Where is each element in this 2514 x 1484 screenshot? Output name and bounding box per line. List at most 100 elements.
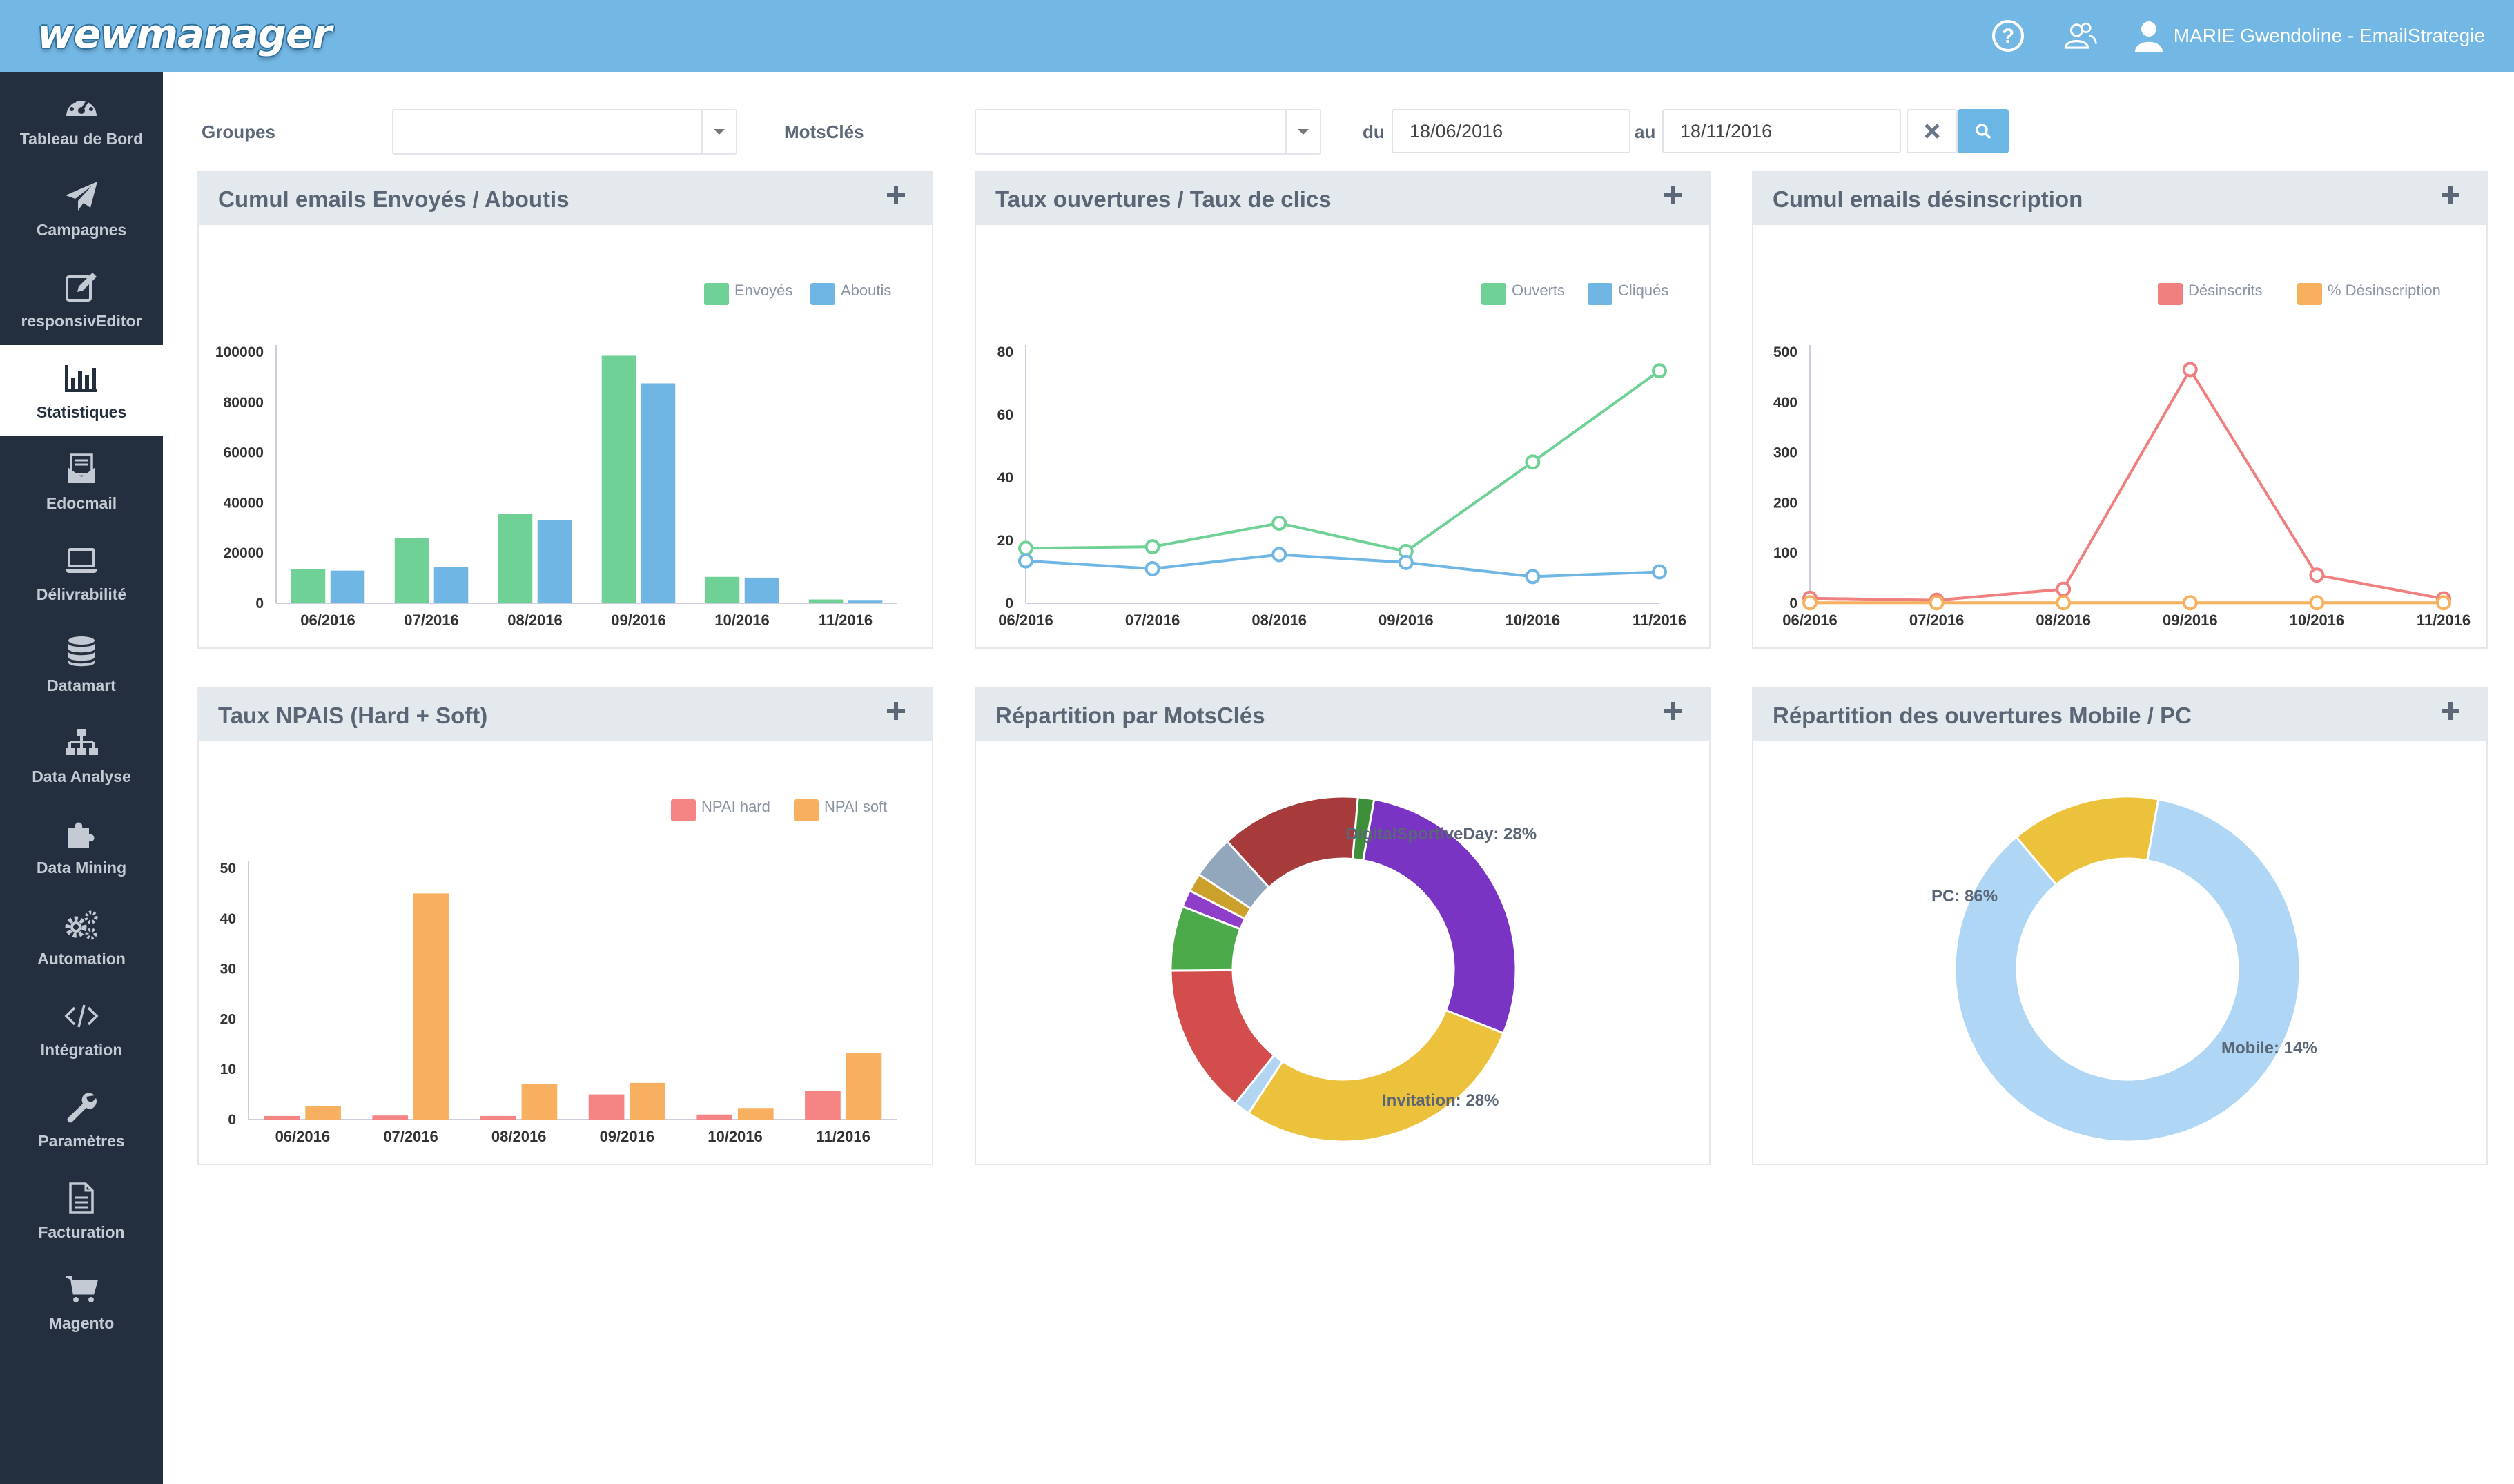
bar-aboutis	[330, 570, 365, 603]
motscles-select[interactable]	[975, 109, 1321, 155]
panel-header: Cumul emails Envoyés / Aboutis	[199, 173, 932, 225]
y-tick-label: 400	[1773, 395, 1797, 411]
legend-swatch-ouverts	[1481, 283, 1506, 305]
point-cliques	[1018, 553, 1033, 569]
sidebar-item-label: Facturation	[38, 1222, 125, 1241]
legend-label-envoyes: Envoyés	[734, 282, 792, 299]
legend-swatch-envoyes	[704, 283, 729, 305]
filters-bar: Groupes MotsClés du 18/06/2016 au 18/11/…	[163, 104, 2514, 159]
users-icon[interactable]	[2062, 18, 2098, 54]
donut-slice-0	[1361, 798, 1517, 1035]
y-tick-label: 50	[220, 861, 236, 877]
plus-icon[interactable]	[1662, 184, 1684, 206]
app-logo[interactable]: wewmanager	[37, 4, 332, 64]
bar-npai-soft	[305, 1106, 341, 1120]
x-tick-label: 06/2016	[300, 612, 355, 629]
x-tick-label: 10/2016	[2290, 612, 2345, 629]
panel-cumul-emails-envoyes: Cumul emails Envoyés / Aboutis Aboutis En…	[197, 171, 933, 649]
search-button[interactable]	[1958, 109, 2009, 153]
x-tick-label: 07/2016	[383, 1128, 438, 1145]
point-ouverts	[1525, 454, 1541, 470]
sidebar-item-statistiques[interactable]: Statistiques	[0, 345, 163, 436]
code-icon	[63, 998, 100, 1034]
sidebar-item-label: responsivEditor	[21, 311, 142, 330]
point-desinscrits	[2309, 567, 2325, 583]
sidebar-item-magento[interactable]: Magento	[0, 1256, 163, 1347]
sidebar-item-label: Data Mining	[36, 858, 127, 877]
panel-taux-ouvertures-clics: Taux ouvertures / Taux de clics Cliqués O…	[975, 171, 1711, 649]
sidebar-item-automation[interactable]: Automation	[0, 892, 163, 983]
legend-swatch-cliques	[1588, 283, 1612, 305]
bar-envoyes	[394, 538, 429, 603]
point-cliques	[1525, 569, 1541, 585]
sidebar-item-data-mining[interactable]: Data Mining	[0, 801, 163, 892]
x-tick-label: 09/2016	[1378, 612, 1434, 629]
plus-icon[interactable]	[2439, 184, 2462, 206]
y-tick-label: 20	[220, 1011, 236, 1027]
plus-icon[interactable]	[885, 184, 907, 206]
au-label: au	[1635, 121, 1656, 142]
date-to-input[interactable]: 18/11/2016	[1662, 109, 1901, 153]
legend-label-desinscription: % Désinscription	[2328, 282, 2441, 299]
groupes-select[interactable]	[392, 109, 737, 155]
y-tick-label: 20000	[224, 545, 264, 561]
panel-header: Cumul emails désinscription	[1753, 173, 2486, 225]
date-from-input[interactable]: 18/06/2016	[1392, 109, 1630, 153]
y-tick-label: 20	[997, 533, 1013, 549]
bar-envoyes	[705, 576, 740, 603]
panel-taux-npais: Taux NPAIS (Hard + Soft) NPAI soft NPAI h…	[197, 687, 933, 1165]
x-tick-label: 09/2016	[611, 612, 666, 629]
x-tick-label: 07/2016	[1909, 612, 1965, 629]
help-icon[interactable]: ?	[1990, 18, 2026, 54]
panel-repartition-motscles: Répartition par MotsClés DigitalSportive…	[975, 687, 1711, 1165]
chevron-down-icon[interactable]	[701, 110, 736, 153]
sidebar-item-integration[interactable]: Intégration	[0, 983, 163, 1074]
panel-title: Taux ouvertures / Taux de clics	[995, 186, 1332, 212]
sidebar-item-facturation[interactable]: Facturation	[0, 1165, 163, 1256]
legend-label-cliques: Cliqués	[1618, 282, 1668, 299]
plus-icon[interactable]	[885, 700, 907, 722]
plus-icon[interactable]	[2439, 700, 2462, 722]
panel-header: Taux NPAIS (Hard + Soft)	[199, 689, 932, 741]
panel-title: Cumul emails Envoyés / Aboutis	[218, 186, 569, 212]
x-tick-label: 08/2016	[2036, 612, 2091, 629]
x-tick-label: 08/2016	[491, 1128, 547, 1145]
y-tick-label: 0	[1789, 596, 1797, 612]
chart-area: PC: 86% Mobile: 14%	[1753, 741, 2486, 1165]
sidebar-item-responsiveditor[interactable]: responsivEditor	[0, 254, 163, 345]
point-desinscription	[2309, 595, 2325, 611]
panel-title: Taux NPAIS (Hard + Soft)	[218, 703, 488, 728]
point-cliques	[1144, 560, 1160, 576]
sidebar-item-campagnes[interactable]: Campagnes	[0, 163, 163, 254]
chevron-down-icon[interactable]	[1285, 110, 1320, 153]
sidebar-item-edocmail[interactable]: Edocmail	[0, 436, 163, 527]
bar-chart-envoyes-aboutis: Aboutis Envoyés 0 20000 40000 60000 80000 10000…	[215, 282, 897, 629]
clear-button[interactable]	[1907, 109, 1958, 153]
point-ouverts	[1652, 363, 1667, 379]
sidebar-item-label: Data Analyse	[32, 767, 131, 785]
chart-area: NPAI soft NPAI hard 0 10 20 30 40 50 06/2016 07/2…	[199, 741, 932, 1165]
user-menu[interactable]: MARIE Gwendoline - EmailStrategie	[2134, 19, 2485, 52]
x-tick-label: 10/2016	[708, 1128, 763, 1145]
x-tick-label: 11/2016	[1633, 612, 1686, 629]
bar-npai-soft	[413, 893, 449, 1120]
plus-icon[interactable]	[1662, 700, 1684, 722]
sidebar-item-data-analyse[interactable]: Data Analyse	[0, 710, 163, 801]
sidebar-item-tableau-de-bord[interactable]: Tableau de Bord	[0, 72, 163, 163]
donut-label-1: Mobile: 14%	[2221, 1039, 2317, 1057]
chart-area: DigitalSportiveDay: 28% Invitation: 28%	[976, 741, 1709, 1165]
point-desinscrits	[2182, 362, 2198, 378]
line-chart-ouvertures-clics: Cliqués Ouverts 0 20 40 60 80 06/2016 07/2016 08/…	[997, 282, 1687, 629]
sidebar-item-delivrabilite[interactable]: Délivrabilité	[0, 527, 163, 618]
donut-slice-1	[1247, 1008, 1506, 1143]
panel-title: Répartition des ouvertures Mobile / PC	[1773, 703, 2192, 728]
sidebar-item-parametres[interactable]: Paramètres	[0, 1074, 163, 1165]
paper-plane-icon	[63, 178, 100, 214]
bar-aboutis	[744, 577, 779, 603]
panel-title: Répartition par MotsClés	[995, 703, 1265, 728]
x-tick-label: 07/2016	[404, 612, 459, 629]
donut-slice-0	[1953, 798, 2301, 1143]
bar-aboutis	[433, 567, 469, 603]
sidebar-item-label: Paramètres	[38, 1131, 125, 1150]
sidebar-item-datamart[interactable]: Datamart	[0, 618, 163, 710]
